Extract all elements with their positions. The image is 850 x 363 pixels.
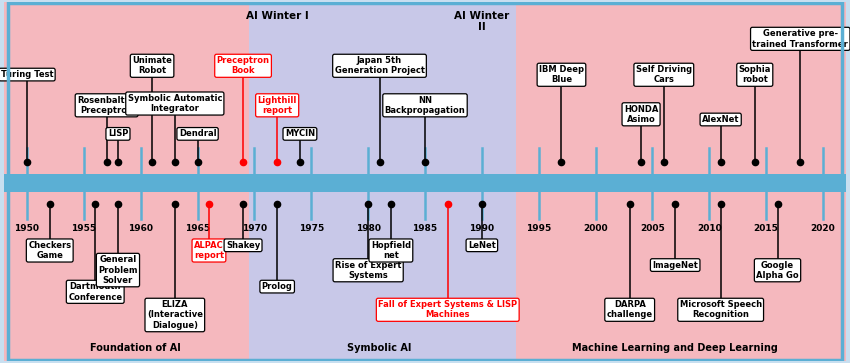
Text: ImageNet: ImageNet (652, 261, 698, 270)
Text: Prolog: Prolog (262, 282, 292, 291)
Text: Turing Test: Turing Test (1, 70, 54, 79)
Text: 1955: 1955 (71, 224, 96, 233)
Text: AlexNet: AlexNet (702, 115, 740, 124)
Text: 1965: 1965 (185, 224, 210, 233)
Text: Symbolic Automatic
Integrator: Symbolic Automatic Integrator (128, 94, 222, 113)
Bar (4, 2, 249, 361)
Text: Preceptron
Book: Preceptron Book (217, 56, 269, 76)
Text: 1990: 1990 (469, 224, 495, 233)
Text: 2015: 2015 (754, 224, 779, 233)
Text: Sophia
robot: Sophia robot (739, 65, 771, 85)
Text: Rosenbaltt's
Preceptron: Rosenbaltt's Preceptron (77, 95, 136, 115)
Text: 1960: 1960 (128, 224, 153, 233)
Text: Dendral: Dendral (178, 129, 217, 138)
Text: 2020: 2020 (811, 224, 836, 233)
Text: Rise of Expert
Systems: Rise of Expert Systems (335, 261, 401, 280)
Text: LISP: LISP (108, 129, 128, 138)
Text: 2000: 2000 (583, 224, 608, 233)
Bar (4, 174, 846, 192)
Text: 1980: 1980 (355, 224, 381, 233)
Text: 2010: 2010 (697, 224, 722, 233)
Text: ELIZA
(Interactive
Dialogue): ELIZA (Interactive Dialogue) (147, 300, 203, 330)
Text: Unimate
Robot: Unimate Robot (132, 56, 172, 76)
Text: Google
Alpha Go: Google Alpha Go (756, 261, 799, 280)
Text: 2005: 2005 (640, 224, 665, 233)
Text: IBM Deep
Blue: IBM Deep Blue (539, 65, 584, 85)
Text: 1995: 1995 (526, 224, 552, 233)
Text: 1950: 1950 (14, 224, 39, 233)
Text: Microsoft Speech
Recognition: Microsoft Speech Recognition (680, 300, 762, 319)
Text: 1970: 1970 (242, 224, 267, 233)
Text: Symbolic AI: Symbolic AI (348, 343, 411, 353)
Text: Self Driving
Cars: Self Driving Cars (636, 65, 692, 85)
Text: Japan 5th
Generation Project: Japan 5th Generation Project (335, 56, 424, 76)
Text: Checkers
Game: Checkers Game (28, 241, 71, 260)
Text: Generative pre-
trained Transformer: Generative pre- trained Transformer (752, 29, 848, 49)
Text: AI Winter
II: AI Winter II (454, 11, 509, 32)
Text: AI Winter I: AI Winter I (246, 11, 309, 21)
Text: Machine Learning and Deep Learning: Machine Learning and Deep Learning (572, 343, 778, 353)
Text: NN
Backpropagation: NN Backpropagation (384, 95, 466, 115)
Bar (516, 2, 846, 361)
Text: Fall of Expert Systems & LISP
Machines: Fall of Expert Systems & LISP Machines (378, 300, 518, 319)
Text: DARPA
challenge: DARPA challenge (607, 300, 653, 319)
Text: HONDA
Asimo: HONDA Asimo (624, 105, 658, 124)
Text: Lighthill
report: Lighthill report (258, 95, 297, 115)
Text: Shakey: Shakey (226, 241, 260, 250)
Text: Dartmouth
Conference: Dartmouth Conference (68, 282, 122, 302)
Bar (249, 2, 516, 361)
Text: Foundation of AI: Foundation of AI (89, 343, 180, 353)
Text: 1985: 1985 (412, 224, 438, 233)
Text: General
Problem
Solver: General Problem Solver (99, 255, 138, 285)
Text: 1975: 1975 (298, 224, 324, 233)
Text: ALPAC
report: ALPAC report (194, 241, 224, 260)
Text: Hopfield
net: Hopfield net (371, 241, 411, 260)
Text: LeNet: LeNet (468, 241, 496, 250)
Text: MYCIN: MYCIN (285, 129, 315, 138)
